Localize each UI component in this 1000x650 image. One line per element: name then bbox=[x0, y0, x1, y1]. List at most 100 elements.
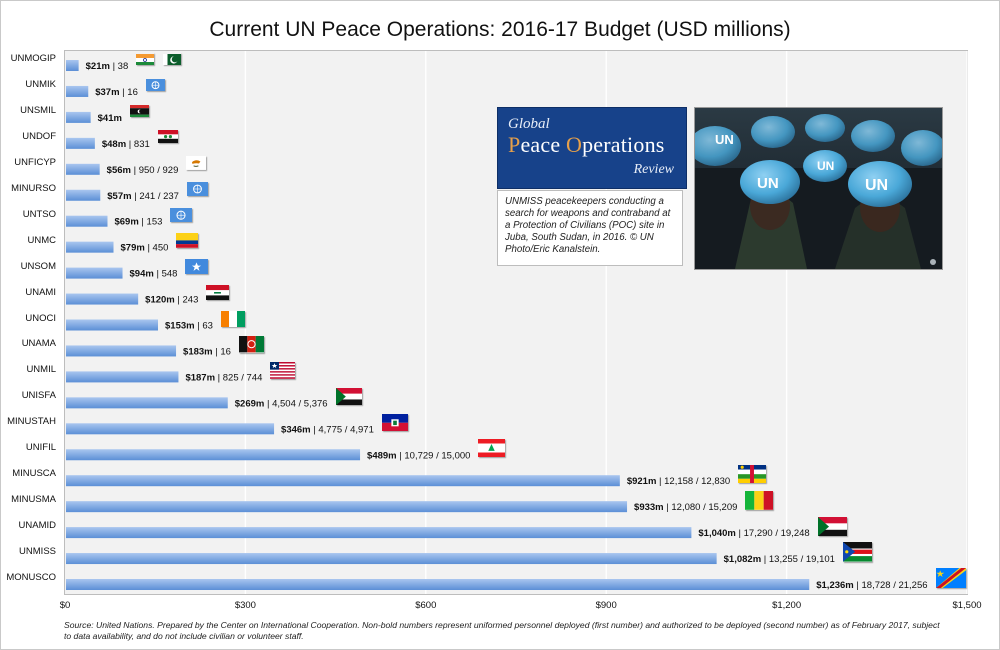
bar-value-label: $346m | 4,775 / 4,971 bbox=[281, 424, 374, 435]
logo-line-global: Global bbox=[508, 116, 550, 132]
budget-label: $153m bbox=[165, 321, 195, 332]
bar bbox=[66, 215, 108, 227]
budget-label: $187m bbox=[185, 372, 215, 383]
budget-label: $1,236m bbox=[816, 580, 854, 591]
peacekeepers-photo: UN UN UN UN bbox=[694, 107, 943, 270]
category-label: UNAMA bbox=[21, 338, 56, 350]
category-label: MINUSMA bbox=[11, 494, 56, 506]
bar-value-label: $489m | 10,729 / 15,000 bbox=[367, 450, 470, 461]
personnel-label: | 243 bbox=[175, 295, 199, 306]
x-tick-label: $600 bbox=[415, 600, 437, 611]
bar-value-label: $1,082m | 13,255 / 19,101 bbox=[724, 554, 835, 565]
bar-value-label: $183m | 16 bbox=[183, 346, 231, 357]
budget-label: $69m bbox=[114, 217, 138, 228]
source-footnote: Source: United Nations. Prepared by the … bbox=[64, 620, 940, 641]
bar bbox=[66, 579, 810, 590]
flag-sudan-icon bbox=[335, 387, 362, 405]
x-tick-label: $1,200 bbox=[772, 600, 802, 611]
budget-label: $183m bbox=[183, 346, 213, 357]
bar-value-label: $56m | 950 / 929 bbox=[107, 165, 179, 176]
helmet-text-2: UN bbox=[817, 159, 834, 173]
budget-label: $56m bbox=[107, 165, 131, 176]
bar bbox=[66, 60, 79, 71]
helmet-text-1: UN bbox=[715, 132, 734, 147]
personnel-label: | 12,080 / 15,209 bbox=[664, 502, 738, 513]
bar bbox=[66, 397, 228, 409]
category-label: UNMIL bbox=[26, 364, 56, 376]
budget-label: $269m bbox=[235, 398, 265, 409]
category-label: UNMC bbox=[27, 234, 57, 246]
x-tick-label: $300 bbox=[234, 600, 256, 611]
category-label: UNAMID bbox=[18, 520, 56, 532]
category-label: MINUSCA bbox=[12, 468, 56, 480]
category-label: UNTSO bbox=[22, 208, 56, 220]
x-tick-label: $0 bbox=[59, 600, 71, 611]
category-label: UNMIK bbox=[25, 78, 56, 90]
personnel-label: | 548 bbox=[154, 269, 178, 280]
personnel-label: | 16 bbox=[120, 87, 138, 98]
bar bbox=[66, 137, 95, 149]
bar-value-label: $1,040m | 17,290 / 19,248 bbox=[698, 528, 809, 539]
personnel-label: | 10,729 / 15,000 bbox=[397, 450, 471, 461]
budget-label: $1,082m bbox=[724, 554, 762, 565]
logo-initial: P bbox=[508, 132, 521, 157]
bar-value-label: $120m | 243 bbox=[145, 295, 198, 306]
flag-cote-divoire-icon bbox=[220, 310, 245, 327]
personnel-label: | 38 bbox=[110, 61, 128, 72]
flag-un-icon bbox=[145, 79, 165, 92]
category-label: UNMISS bbox=[19, 546, 56, 558]
bar bbox=[66, 241, 114, 253]
bar bbox=[66, 267, 123, 279]
flag-colombia-icon bbox=[176, 233, 199, 249]
category-label: MONUSCO bbox=[6, 572, 56, 583]
bar bbox=[66, 501, 628, 513]
personnel-label: | 153 bbox=[139, 217, 163, 228]
logo-line-review: Review bbox=[633, 162, 674, 177]
peacekeepers-photo-illustration: UN UN UN UN bbox=[695, 108, 942, 269]
flag-lebanon-icon bbox=[478, 439, 506, 458]
bar bbox=[66, 423, 275, 435]
personnel-label: | 13,255 / 19,101 bbox=[761, 554, 835, 565]
bar bbox=[66, 319, 159, 331]
category-label: UNOCI bbox=[25, 312, 56, 324]
personnel-label: | 17,290 / 19,248 bbox=[736, 528, 810, 539]
bar-value-label: $69m | 153 bbox=[114, 217, 162, 228]
bar-value-label: $933m | 12,080 / 15,209 bbox=[634, 502, 737, 513]
flag-sudan-icon bbox=[817, 516, 847, 536]
personnel-label: | 16 bbox=[213, 346, 231, 357]
category-label: UNMOGIP bbox=[10, 53, 56, 64]
bar-value-label: $94m | 548 bbox=[130, 269, 178, 280]
personnel-label: | 4,504 / 5,376 bbox=[264, 398, 327, 409]
category-label: UNAMI bbox=[25, 286, 56, 298]
flag-car-icon bbox=[738, 465, 767, 484]
bar bbox=[66, 475, 620, 487]
personnel-label: | 450 bbox=[145, 243, 169, 254]
category-label: UNISFA bbox=[21, 390, 56, 402]
flag-un-icon bbox=[170, 207, 193, 222]
flag-haiti-icon bbox=[381, 413, 408, 432]
bar bbox=[66, 449, 361, 461]
bar bbox=[66, 111, 91, 123]
category-label: UNDOF bbox=[22, 130, 56, 142]
bar bbox=[66, 293, 139, 305]
bar-value-label: $57m | 241 / 237 bbox=[107, 191, 179, 202]
budget-label: $94m bbox=[130, 269, 154, 280]
bar-value-label: $921m | 12,158 / 12,830 bbox=[627, 476, 730, 487]
global-peace-operations-review-logo: Global Peace Operations Review bbox=[497, 107, 687, 189]
bar-value-label: $1,236m | 18,728 / 21,256 bbox=[816, 580, 927, 591]
bar-value-label: $37m | 16 bbox=[95, 87, 138, 98]
personnel-label: | 12,158 / 12,830 bbox=[656, 476, 730, 487]
budget-label: $21m bbox=[86, 61, 110, 72]
bar-value-label: $153m | 63 bbox=[165, 321, 213, 332]
bar bbox=[66, 345, 177, 357]
flag-syria-icon bbox=[157, 130, 178, 144]
photo-caption: UNMISS peacekeepers conducting a search … bbox=[497, 190, 683, 266]
flag-iraq-icon bbox=[206, 284, 230, 301]
flag-india-icon bbox=[136, 53, 155, 65]
category-label: UNSMIL bbox=[20, 104, 56, 116]
personnel-label: | 831 bbox=[126, 139, 150, 150]
budget-label: $933m bbox=[634, 502, 664, 513]
flag-cyprus-icon bbox=[186, 156, 207, 170]
logo-initial: O bbox=[566, 132, 583, 157]
flag-pakistan-icon bbox=[163, 53, 182, 65]
